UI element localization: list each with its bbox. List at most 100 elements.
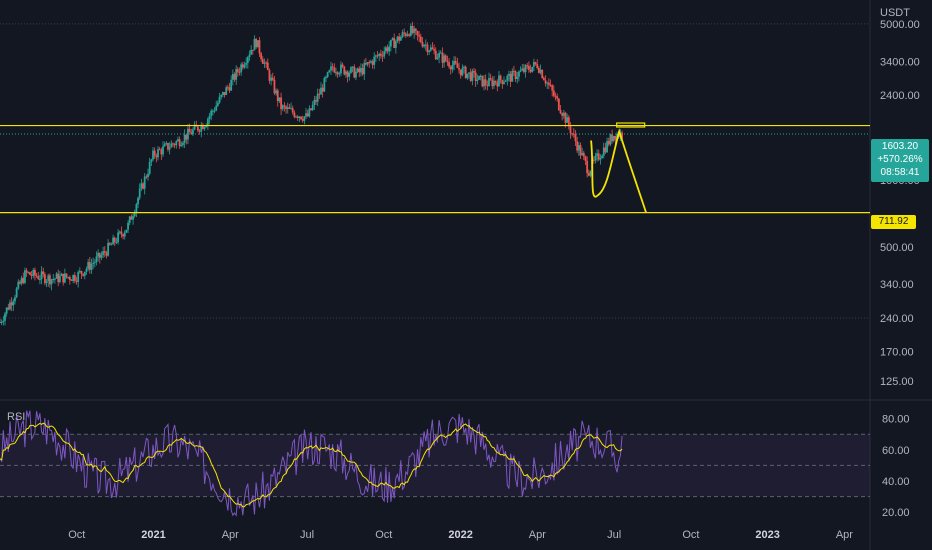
candle-body [213, 110, 216, 112]
candle-body [44, 274, 46, 284]
candle-body [391, 38, 394, 40]
candle-body [193, 124, 196, 130]
candle-body [501, 80, 504, 84]
candle-body [298, 116, 301, 119]
candle-body [498, 75, 500, 87]
time-tick-label: Jul [300, 529, 314, 541]
candle-body [361, 67, 364, 75]
candle-body [612, 135, 615, 142]
candle-body [202, 124, 204, 129]
candle-body [15, 288, 18, 298]
candle-body [266, 62, 269, 71]
candle-body [597, 153, 600, 160]
candle-body [434, 50, 437, 60]
candle-body [423, 44, 426, 47]
candle-body [604, 147, 607, 153]
candle-body [589, 171, 592, 176]
candle-body [40, 271, 43, 280]
candle-body [58, 275, 61, 283]
candle-body [584, 156, 587, 161]
candle-body [562, 112, 565, 116]
candle-body [45, 281, 48, 284]
candle-body [172, 143, 174, 145]
time-tick-label: Oct [682, 529, 699, 541]
candle-body [290, 108, 292, 110]
candle-body [350, 67, 352, 73]
candle-body [308, 108, 311, 117]
candle-body [2, 320, 5, 322]
time-tick-label: 2021 [141, 529, 165, 541]
candle-body [100, 255, 103, 258]
candle-body [218, 96, 221, 103]
candle-body [318, 93, 321, 95]
candle-body [374, 55, 377, 57]
time-tick-label: Apr [222, 529, 239, 541]
candle-body [200, 124, 203, 132]
candle-body [564, 112, 567, 123]
candle-body [424, 44, 427, 46]
candle-body [581, 152, 584, 156]
candle-body [454, 60, 457, 64]
candle-body [461, 68, 464, 76]
candle-body [117, 232, 119, 243]
resistance-marker[interactable] [616, 122, 646, 128]
candle-body [521, 68, 524, 71]
time-tick-label: Oct [375, 529, 392, 541]
price-tick-label: 2400.00 [880, 90, 920, 102]
candle-body [418, 35, 421, 37]
candle-body [175, 141, 178, 146]
candle-body [476, 79, 479, 82]
candle-body [211, 110, 214, 112]
candle-body [333, 67, 336, 73]
candle-body [366, 62, 369, 65]
candle-body [513, 70, 515, 72]
candle-body [503, 81, 505, 84]
candle-body [225, 87, 228, 95]
candle-body [328, 70, 331, 73]
candle-body [162, 146, 164, 155]
candle-body [68, 277, 71, 280]
candle-body [168, 147, 171, 150]
candle-body [544, 80, 547, 84]
candle-body [57, 273, 60, 283]
candle-body [246, 57, 249, 63]
candle-body [140, 183, 143, 189]
candle-body [396, 36, 399, 42]
support-badge: 711.92 [871, 215, 916, 229]
candle-body [413, 28, 416, 33]
candle-body [24, 270, 26, 283]
candle-body [223, 92, 226, 95]
candle-body [192, 129, 194, 135]
candle-body [386, 47, 389, 52]
candle-body [464, 66, 467, 78]
candle-body [408, 34, 411, 36]
price-tick-label: 240.00 [880, 313, 914, 325]
candle-body [240, 64, 243, 73]
candle-body [5, 307, 8, 314]
candle-body [398, 36, 401, 41]
candle-body [384, 47, 387, 52]
candle-body [458, 67, 460, 70]
candle-body [443, 55, 445, 63]
projection-drawing[interactable] [590, 127, 647, 213]
candle-body [170, 143, 173, 148]
candle-body [511, 70, 514, 82]
candle-body [531, 66, 534, 72]
candle-body [439, 52, 442, 54]
candle-body [215, 105, 218, 111]
candle-body [426, 44, 429, 53]
candle-body [389, 39, 392, 47]
candle-body [579, 145, 582, 156]
candle-body [97, 252, 100, 257]
candle-body [315, 99, 317, 102]
candle-body [609, 134, 612, 145]
rsi-tick-label: 40.00 [882, 476, 910, 488]
candle-body [378, 53, 381, 57]
candle-body [438, 53, 440, 58]
candle-body [353, 66, 356, 78]
candle-body [37, 276, 40, 280]
candle-body [316, 93, 319, 102]
candle-body [409, 25, 412, 36]
